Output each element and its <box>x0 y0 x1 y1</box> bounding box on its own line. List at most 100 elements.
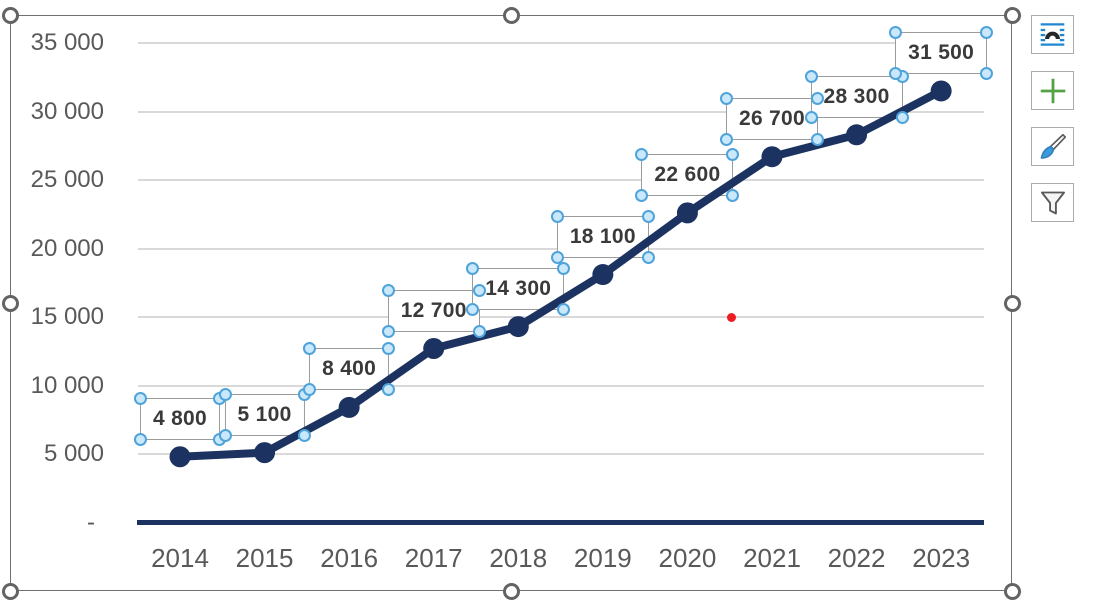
data-label-resize-handle[interactable] <box>472 283 486 297</box>
data-label-resize-handle[interactable] <box>635 188 649 202</box>
gridline <box>138 384 984 387</box>
data-label-resize-handle[interactable] <box>726 147 740 161</box>
y-axis-tick-label: 20 000 <box>30 234 104 262</box>
chart-filters-button[interactable] <box>1031 183 1074 222</box>
chart-resize-handle[interactable] <box>502 6 520 24</box>
data-label-resize-handle[interactable] <box>980 25 994 39</box>
data-point-marker[interactable] <box>676 202 698 224</box>
data-point-marker[interactable] <box>254 442 276 464</box>
data-label-resize-handle[interactable] <box>726 188 740 202</box>
x-axis-tick-label: 2022 <box>827 543 886 573</box>
data-label-resize-handle[interactable] <box>550 209 564 223</box>
data-label-resize-handle[interactable] <box>218 387 232 401</box>
x-axis-tick-label: 2020 <box>658 543 717 573</box>
data-label-resize-handle[interactable] <box>550 250 564 264</box>
data-label[interactable]: 12 700 <box>387 289 480 332</box>
data-label-resize-handle[interactable] <box>641 250 655 264</box>
chart-elements-button[interactable] <box>1031 71 1074 110</box>
data-label-selection: 18 100 <box>550 209 655 264</box>
data-label[interactable]: 8 400 <box>309 348 390 391</box>
data-label-resize-handle[interactable] <box>635 147 649 161</box>
data-point-marker[interactable] <box>338 396 360 418</box>
plus-icon <box>1040 78 1065 103</box>
gridline <box>138 453 984 455</box>
data-label[interactable]: 26 700 <box>725 97 818 140</box>
data-label-resize-handle[interactable] <box>804 69 818 83</box>
data-label-resize-handle[interactable] <box>811 91 824 105</box>
y-axis-tick-label: 25 000 <box>30 166 104 193</box>
x-axis-tick-label: 2018 <box>489 543 548 573</box>
x-axis-tick-label: 2015 <box>235 543 294 573</box>
chart-styles-button[interactable] <box>1031 127 1074 166</box>
data-label-selection: 5 100 <box>218 387 311 442</box>
data-label-selection: 22 600 <box>635 147 740 202</box>
data-label-resize-handle[interactable] <box>133 391 147 405</box>
x-axis-tick-label: 2016 <box>320 543 379 573</box>
data-label-resize-handle[interactable] <box>381 283 395 297</box>
data-label-resize-handle[interactable] <box>303 383 317 397</box>
data-label-resize-handle[interactable] <box>382 383 396 397</box>
data-point-marker[interactable] <box>761 146 783 168</box>
data-label-resize-handle[interactable] <box>472 324 486 338</box>
gridline <box>138 110 984 113</box>
data-label-resize-handle[interactable] <box>641 209 655 223</box>
data-point-marker[interactable] <box>423 338 445 360</box>
data-label-selection: 28 300 <box>804 69 909 124</box>
data-label-resize-handle[interactable] <box>133 432 147 446</box>
data-label-selection: 12 700 <box>381 283 486 338</box>
data-label-resize-handle[interactable] <box>980 66 994 80</box>
data-label-resize-handle[interactable] <box>719 132 733 146</box>
data-label[interactable]: 5 100 <box>224 393 305 436</box>
chart-resize-handle[interactable] <box>1 582 19 600</box>
y-axis-tick-label: 35 000 <box>30 29 104 56</box>
data-label-resize-handle[interactable] <box>889 25 903 39</box>
data-label-resize-handle[interactable] <box>719 91 733 105</box>
gridline <box>138 316 984 318</box>
x-axis-tick-label: 2017 <box>404 543 463 573</box>
x-axis-tick-label: 2014 <box>151 543 209 573</box>
data-point-marker[interactable] <box>592 264 614 286</box>
data-label-selection: 14 300 <box>466 261 571 316</box>
y-axis-tick-label: - <box>87 508 95 536</box>
data-label[interactable]: 28 300 <box>810 75 903 118</box>
data-label[interactable]: 4 800 <box>139 397 221 440</box>
data-label[interactable]: 22 600 <box>641 153 734 196</box>
chart-resize-handle[interactable] <box>1003 294 1021 312</box>
data-label-resize-handle[interactable] <box>557 261 571 275</box>
x-axis-tick-label: 2021 <box>743 543 801 573</box>
chart-resize-handle[interactable] <box>1 294 19 312</box>
x-axis-line <box>137 519 984 525</box>
data-label-resize-handle[interactable] <box>297 428 311 442</box>
data-label-resize-handle[interactable] <box>381 324 395 338</box>
data-label-resize-handle[interactable] <box>557 302 571 316</box>
chart-resize-handle[interactable] <box>1 6 19 24</box>
data-label-resize-handle[interactable] <box>466 302 480 316</box>
data-label-selection: 26 700 <box>719 91 824 146</box>
data-label-resize-handle[interactable] <box>303 342 317 356</box>
data-label[interactable]: 31 500 <box>895 31 988 74</box>
y-axis-tick-label: 5 000 <box>43 440 104 467</box>
chart-resize-handle[interactable] <box>502 582 520 600</box>
data-label-selection: 4 800 <box>133 391 227 446</box>
data-label-resize-handle[interactable] <box>811 132 824 146</box>
data-label-resize-handle[interactable] <box>218 428 232 442</box>
presenter-red-dot <box>727 313 736 322</box>
data-label-resize-handle[interactable] <box>804 110 818 124</box>
data-point-marker[interactable] <box>507 316 529 338</box>
chart-resize-handle[interactable] <box>1003 6 1021 24</box>
data-point-marker[interactable] <box>930 80 952 102</box>
paintbrush-icon <box>1040 133 1066 159</box>
layout-options-button[interactable] <box>1031 15 1074 54</box>
data-label-resize-handle[interactable] <box>382 342 396 356</box>
data-label-resize-handle[interactable] <box>889 66 903 80</box>
data-label-resize-handle[interactable] <box>895 110 909 124</box>
x-axis-tick-label: 2019 <box>573 543 632 573</box>
data-label-resize-handle[interactable] <box>466 261 480 275</box>
data-point-marker[interactable] <box>169 446 191 468</box>
data-point-marker[interactable] <box>846 124 868 146</box>
chart-resize-handle[interactable] <box>1003 582 1021 600</box>
x-axis-tick-label: 2023 <box>912 543 971 573</box>
gridline <box>138 42 984 44</box>
gridline <box>138 179 984 181</box>
